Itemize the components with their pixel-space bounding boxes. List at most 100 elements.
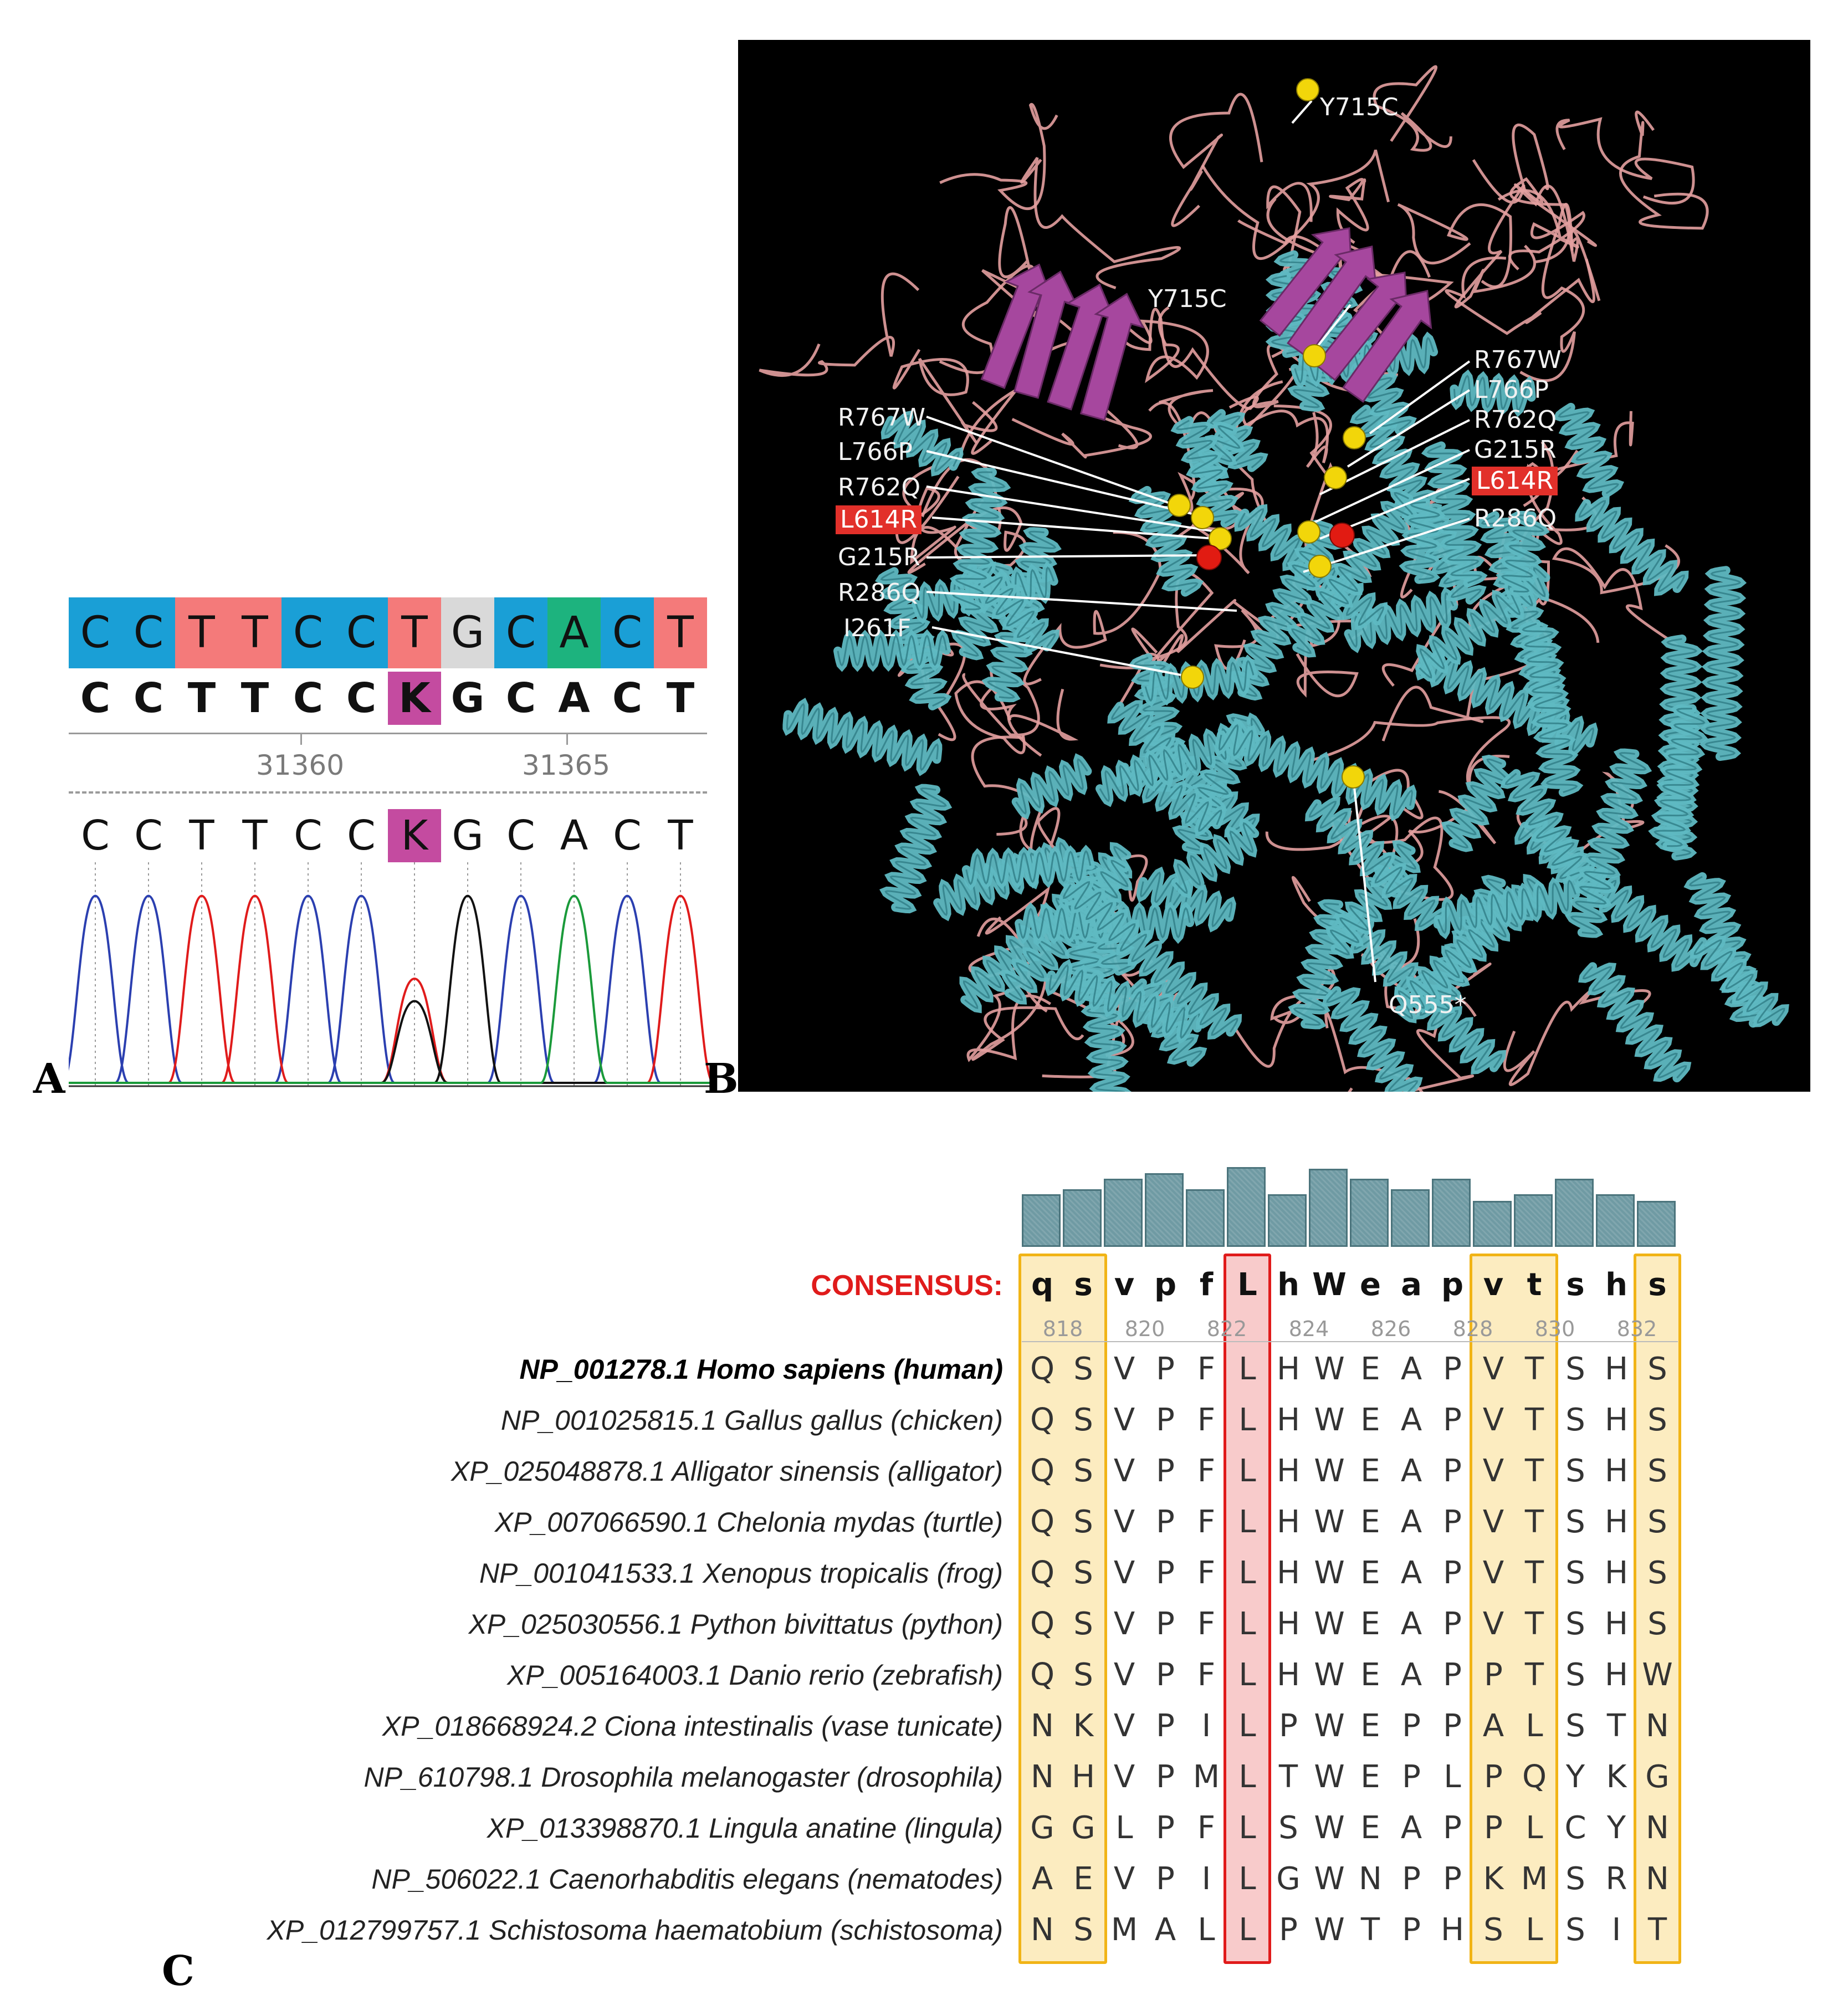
coil-loop xyxy=(1324,1010,1424,1092)
residue: L xyxy=(1197,1912,1215,1948)
residue: N xyxy=(1031,1912,1054,1948)
position-number: 824 xyxy=(1288,1317,1329,1341)
residue: W xyxy=(1314,1402,1345,1438)
alpha-helix-edge xyxy=(1048,964,1200,1039)
mutation-label-right: R767W xyxy=(1474,346,1562,374)
residue: S xyxy=(1073,1351,1093,1387)
residue: E xyxy=(1360,1606,1380,1642)
mutation-label-top: Y715C xyxy=(1320,93,1399,121)
reference-base: C xyxy=(494,597,547,668)
residue: L xyxy=(1238,1861,1256,1897)
residue: Q xyxy=(1030,1555,1055,1591)
consensus-base: C xyxy=(293,674,324,722)
residue: A xyxy=(1400,1453,1422,1489)
coil-loop xyxy=(1131,598,1285,690)
residue: E xyxy=(1360,1759,1380,1795)
reference-base: C xyxy=(335,597,388,668)
residue: G xyxy=(1071,1810,1096,1846)
conservation-bar xyxy=(1104,1178,1143,1247)
beta-strand xyxy=(1314,272,1408,381)
panel-label-b: B xyxy=(704,1055,739,1103)
residue: Q xyxy=(1030,1351,1055,1387)
residue: H xyxy=(1604,1555,1629,1591)
residue: S xyxy=(1073,1555,1093,1591)
residue: E xyxy=(1360,1555,1380,1591)
residue: H xyxy=(1276,1504,1301,1540)
conservation-bar xyxy=(1063,1189,1102,1247)
residue: S xyxy=(1565,1453,1585,1489)
reference-base: C xyxy=(281,597,335,668)
mutation-leader-line xyxy=(926,416,1176,507)
residue: W xyxy=(1642,1657,1673,1693)
residue: F xyxy=(1197,1402,1216,1438)
mutation-label-left: L766P xyxy=(838,438,913,466)
residue: T xyxy=(1524,1453,1544,1489)
residue: P xyxy=(1156,1657,1175,1693)
coil-loop xyxy=(1119,308,1259,410)
residue: L xyxy=(1238,1504,1256,1540)
residue: F xyxy=(1197,1504,1216,1540)
residue: P xyxy=(1156,1810,1175,1846)
residue: E xyxy=(1360,1708,1380,1744)
read-base: C xyxy=(294,812,322,860)
residue: S xyxy=(1565,1402,1585,1438)
residue: G xyxy=(1030,1810,1054,1846)
residue: S xyxy=(1647,1504,1667,1540)
residue: F xyxy=(1197,1453,1216,1489)
residue: W xyxy=(1314,1912,1345,1948)
residue: K xyxy=(1606,1759,1627,1795)
residue: P xyxy=(1402,1759,1421,1795)
residue: N xyxy=(1646,1810,1669,1846)
consensus-residue: s xyxy=(1648,1267,1667,1303)
conservation-bar xyxy=(1022,1194,1061,1247)
residue: N xyxy=(1031,1708,1054,1744)
residue: I xyxy=(1201,1708,1211,1744)
conserved-column-highlight xyxy=(1470,1254,1558,1964)
reference-base: G xyxy=(441,597,494,668)
residue: S xyxy=(1647,1453,1667,1489)
residue: H xyxy=(1440,1912,1465,1948)
mutation-label-left: R767W xyxy=(838,403,926,432)
coil-loop xyxy=(1514,183,1601,301)
protein-structure-panel: Y715C Y715C R767W L766P R762Q L614R G215… xyxy=(738,40,1810,1092)
alpha-helix-edge xyxy=(1233,523,1338,697)
residue: S xyxy=(1278,1810,1298,1846)
residue: H xyxy=(1604,1504,1629,1540)
residue: L xyxy=(1238,1555,1256,1591)
residue: V xyxy=(1482,1504,1504,1540)
residue: I xyxy=(1611,1912,1621,1948)
residue: L xyxy=(1238,1453,1256,1489)
alpha-helix-edge xyxy=(1140,871,1233,928)
species-label: XP_025030556.1 Python bivittatus (python… xyxy=(468,1609,1003,1640)
conserved-column-highlight xyxy=(1634,1254,1681,1964)
coil-loop xyxy=(939,103,1058,210)
residue: A xyxy=(1154,1912,1176,1948)
consensus-residue: p xyxy=(1441,1267,1464,1303)
residue: G xyxy=(1645,1759,1670,1795)
consensus-residue: h xyxy=(1605,1267,1627,1303)
mutation-site-atom xyxy=(1181,666,1204,689)
residue: L xyxy=(1238,1351,1256,1387)
residue: E xyxy=(1360,1402,1380,1438)
residue: Q xyxy=(1030,1606,1055,1642)
species-label: XP_013398870.1 Lingula anatine (lingula) xyxy=(487,1813,1003,1844)
beta-strand xyxy=(1287,245,1377,359)
beta-strand xyxy=(1259,227,1353,337)
consensus-residue: L xyxy=(1237,1267,1257,1303)
mutation-leader-line xyxy=(1347,389,1471,468)
reference-base: C xyxy=(69,597,122,668)
alpha-helix-edge xyxy=(1291,492,1415,654)
mutation-label-right: G215R xyxy=(1474,436,1557,464)
residue: P xyxy=(1443,1402,1462,1438)
consensus-base: T xyxy=(187,674,216,722)
residue: H xyxy=(1604,1351,1629,1387)
conservation-bar xyxy=(1227,1167,1266,1247)
residue: Q xyxy=(1030,1504,1055,1540)
alpha-helix-edge xyxy=(1558,406,1620,494)
residue: A xyxy=(1400,1504,1422,1540)
conservation-bar xyxy=(1596,1194,1635,1247)
residue: W xyxy=(1314,1351,1345,1387)
consensus-base: C xyxy=(133,674,164,722)
